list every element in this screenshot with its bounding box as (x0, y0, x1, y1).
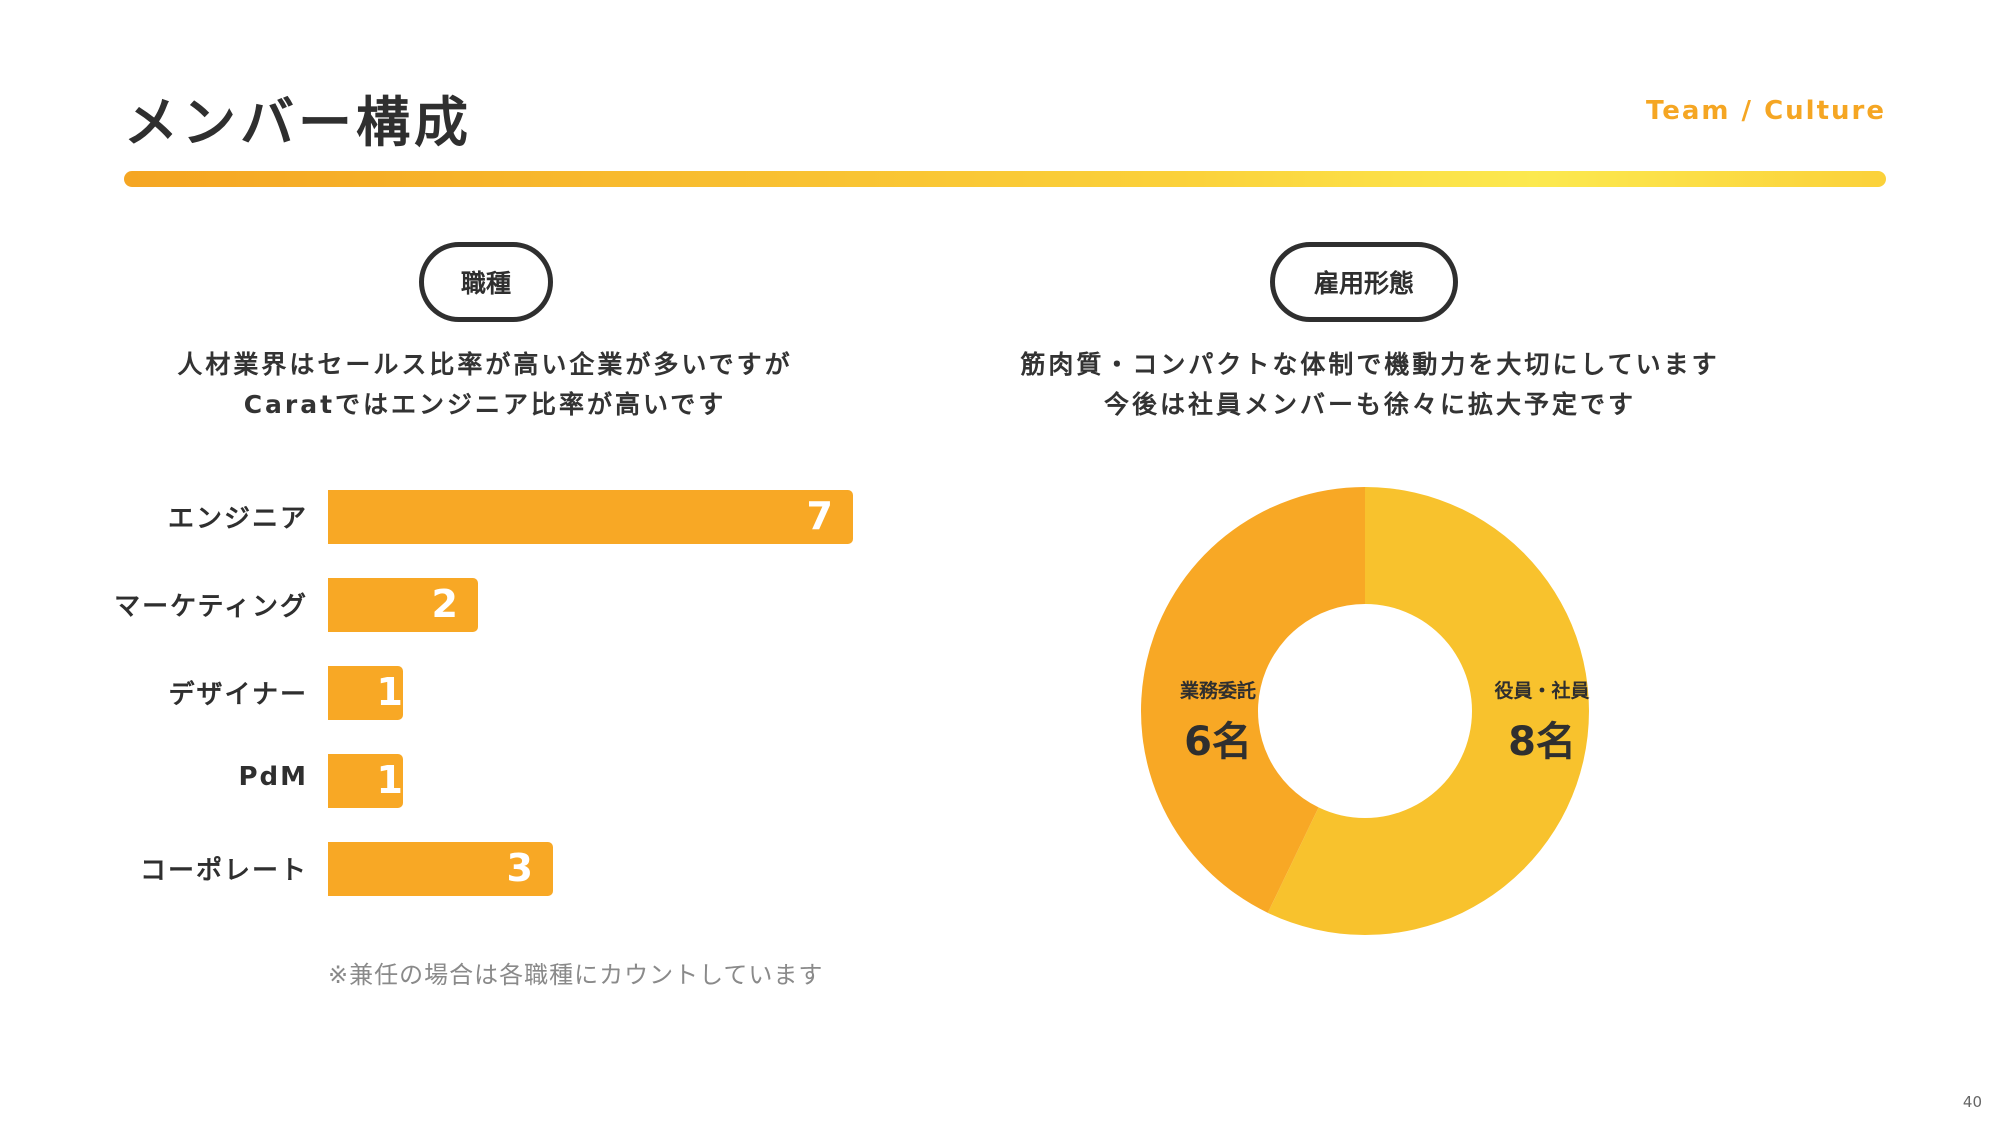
donut-slice-name: 役員・社員 (1494, 680, 1590, 702)
concurrent-count-note: ※兼任の場合は各職種にカウントしています (328, 961, 824, 989)
occupation-description: 人材業界はセールス比率が高い企業が多いですが Caratではエンジニア比率が高い… (130, 345, 840, 425)
bar-category-label: デザイナー (168, 680, 308, 710)
bar (328, 842, 553, 896)
bar (328, 666, 403, 720)
donut-slice-name: 業務委託 (1179, 680, 1256, 702)
bar-value-label: 3 (506, 846, 533, 890)
donut-slice (1141, 487, 1365, 913)
bar-category-label: PdM (238, 762, 308, 792)
employment-description: 筋肉質・コンパクトな体制で機動力を大切にしています 今後は社員メンバーも徐々に拡… (990, 345, 1750, 425)
occupation-bar-chart: エンジニア 7 マーケティング 2 デザイナー 1 PdM 1 コーポレート 3 (0, 0, 900, 1000)
donut-slice (1267, 487, 1589, 935)
bar (328, 754, 403, 808)
bar-category-label: マーケティング (114, 592, 308, 622)
bar-value-label: 1 (376, 758, 403, 802)
bar-value-label: 2 (431, 582, 458, 626)
occupation-description-line2: Caratではエンジニア比率が高いです (243, 390, 727, 419)
employment-description-line1: 筋肉質・コンパクトな体制で機動力を大切にしています (1020, 350, 1720, 379)
page-number: 40 (1962, 1093, 1982, 1111)
bar (328, 490, 853, 544)
bar-category-label: エンジニア (167, 504, 308, 534)
donut-slice-label: 役員・社員 8名 (1482, 676, 1602, 767)
header-divider (124, 171, 1886, 187)
donut-slice-value: 8名 (1508, 719, 1576, 765)
employment-description-line2: 今後は社員メンバーも徐々に拡大予定です (1103, 390, 1636, 419)
bar-value-label: 1 (376, 670, 403, 714)
occupation-description-line1: 人材業界はセールス比率が高い企業が多いですが (177, 350, 793, 379)
section-subtitle: Team / Culture (1645, 96, 1886, 126)
bar (328, 578, 478, 632)
occupation-pill: 職種 (419, 242, 553, 322)
donut-slice-label: 業務委託 6名 (1158, 676, 1278, 767)
page-title: メンバー構成 (124, 91, 472, 154)
bar-category-label: コーポレート (139, 856, 308, 886)
bar-value-label: 7 (806, 494, 833, 538)
employment-pill: 雇用形態 (1270, 242, 1458, 322)
donut-slice-value: 6名 (1184, 719, 1252, 765)
employment-donut-chart (1141, 487, 1589, 935)
